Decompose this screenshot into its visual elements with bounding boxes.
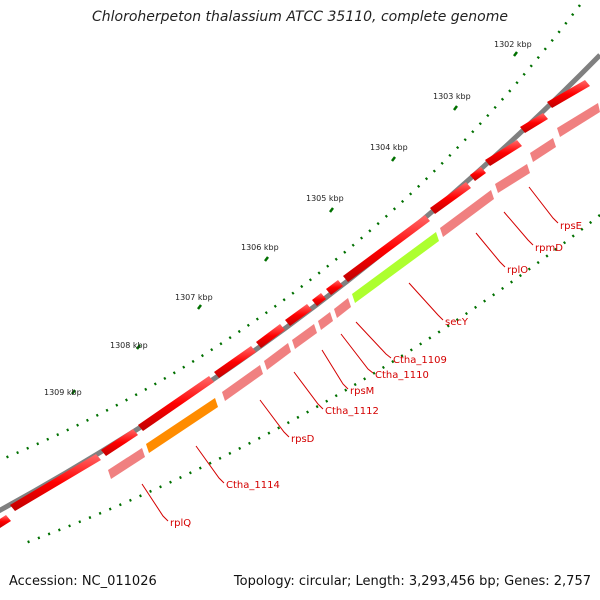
leader-Ctha_1110	[340, 333, 374, 374]
gene-label-Ctha_1112: Ctha_1112	[325, 406, 379, 417]
gene-label-rpsD: rpsD	[291, 434, 315, 445]
gene-reverse[interactable]	[264, 343, 291, 370]
scale-label: 1308 kbp	[110, 341, 148, 350]
scale-tick	[197, 304, 202, 310]
gene-reverse[interactable]	[495, 164, 530, 193]
scale-label: 1309 kbp	[44, 388, 82, 397]
map-title: Chloroherpeton thalassium ATCC 35110, co…	[92, 9, 508, 25]
scale-label: 1302 kbp	[494, 40, 532, 49]
gene-reverse[interactable]	[334, 298, 351, 318]
scale-ticks	[71, 51, 518, 395]
leader-Ctha_1112	[293, 371, 324, 410]
outer-dotted-ring	[0, 4, 581, 462]
gene-label-rpsM: rpsM	[350, 386, 374, 397]
leader-rpsD	[259, 399, 290, 438]
scale-tick	[264, 256, 269, 262]
leader-rplQ	[141, 483, 169, 522]
gene-label-rpsE: rpsE	[560, 221, 582, 232]
scale-label: 1303 kbp	[433, 92, 471, 101]
leader-secY	[408, 282, 444, 321]
gene-forward[interactable]	[343, 215, 430, 282]
gene-forward[interactable]	[138, 376, 214, 431]
gene-reverse[interactable]	[108, 448, 145, 479]
gene-label-rplO: rplO	[507, 265, 528, 276]
scale-tick	[391, 156, 396, 162]
gene-label-rpmD: rpmD	[535, 243, 563, 254]
label-leaders	[141, 186, 559, 522]
gene-reverse[interactable]	[530, 138, 556, 162]
gene-forward[interactable]	[10, 454, 101, 511]
leader-rpsE	[528, 186, 559, 224]
scale-label: 1307 kbp	[175, 293, 213, 302]
gene-forward[interactable]	[326, 280, 343, 295]
scale-label: 1304 kbp	[370, 143, 408, 152]
gene-reverse[interactable]	[440, 190, 494, 237]
gene-forward[interactable]	[520, 113, 548, 133]
scale-tick	[513, 51, 518, 57]
gene-label-Ctha_1110: Ctha_1110	[375, 370, 429, 381]
gene-forward[interactable]	[101, 429, 138, 456]
scale-labels: 1302 kbp 1303 kbp 1304 kbp 1305 kbp 1306…	[44, 40, 532, 397]
gene-reverse[interactable]	[318, 312, 333, 330]
scale-tick	[329, 207, 334, 213]
gene-forward[interactable]	[547, 80, 590, 108]
gene-forward[interactable]	[430, 182, 471, 214]
leader-Ctha_1114	[195, 445, 225, 484]
gene-reverse[interactable]	[557, 103, 600, 137]
forward-genes	[0, 80, 590, 528]
leader-rpmD	[503, 211, 534, 246]
accession-label: Accession: NC_011026	[9, 574, 157, 589]
scale-tick	[136, 344, 141, 350]
reverse-genes	[108, 103, 600, 479]
gene-forward[interactable]	[256, 324, 285, 348]
scale-tick	[71, 389, 76, 395]
gene-forward[interactable]	[0, 515, 11, 528]
gene-label-Ctha_1114: Ctha_1114	[226, 480, 280, 491]
gene-Ctha_1114[interactable]	[146, 398, 218, 453]
leader-rpsM	[321, 349, 349, 390]
gene-forward[interactable]	[470, 167, 486, 181]
gene-forward[interactable]	[285, 304, 312, 326]
scale-label: 1306 kbp	[241, 243, 279, 252]
genome-summary: Topology: circular; Length: 3,293,456 bp…	[233, 574, 591, 589]
gene-label-secY: secY	[445, 317, 469, 328]
scale-tick	[453, 105, 458, 111]
leader-rplO	[475, 232, 506, 268]
gene-forward[interactable]	[214, 346, 256, 378]
gene-label-Ctha_1109: Ctha_1109	[393, 355, 447, 366]
gene-label-rplQ: rplQ	[170, 518, 191, 529]
gene-reverse[interactable]	[292, 324, 317, 349]
gene-forward[interactable]	[312, 293, 326, 306]
gene-reverse[interactable]	[222, 365, 263, 401]
leader-Ctha_1109	[355, 321, 392, 359]
gene-secY[interactable]	[352, 232, 439, 303]
scale-label: 1305 kbp	[306, 194, 344, 203]
gene-forward[interactable]	[485, 140, 522, 166]
gene-labels: rpsE rpmD rplO secY Ctha_1109 Ctha_1110 …	[170, 221, 582, 529]
